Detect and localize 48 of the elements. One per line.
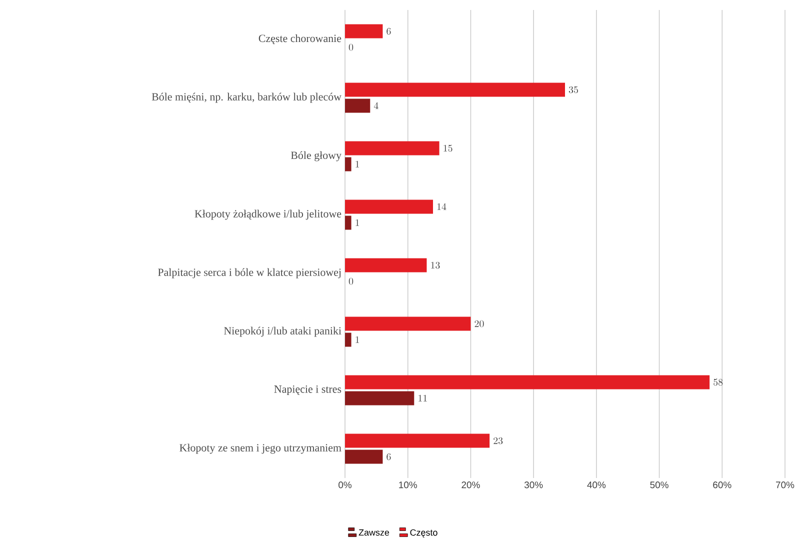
y-tick-label: Niepokój i/lub ataki paniki — [224, 326, 342, 337]
y-tick-label: Kłopoty żołądkowe i/lub jelitowe — [194, 210, 342, 220]
bar — [345, 375, 710, 390]
data-label: 58 — [714, 378, 723, 386]
x-tick-label: 60% — [713, 481, 732, 488]
y-tick-label: Częste chorowanie — [258, 34, 342, 44]
data-label: 14 — [437, 203, 446, 210]
bar — [345, 258, 427, 272]
data-label: 11 — [418, 394, 427, 402]
bar — [345, 98, 370, 113]
data-label: 23 — [494, 437, 503, 444]
x-tick-label: 20% — [462, 481, 480, 488]
data-label: 1 — [356, 219, 359, 226]
bar — [345, 82, 566, 97]
bar — [345, 157, 352, 172]
bar — [345, 200, 434, 214]
data-label: 0 — [348, 278, 354, 285]
y-tick-label: Bóle mięśni, np. karku, barków lub pleców — [152, 92, 342, 103]
data-label: 1 — [356, 160, 359, 168]
x-tick-label: 0% — [338, 481, 352, 488]
x-tick-label: 70% — [776, 481, 794, 488]
legend-label: Często — [410, 529, 438, 538]
bar — [345, 316, 471, 331]
y-tick-label: Palpitacje serca i bóle w klatce piersiowej — [158, 268, 341, 278]
x-tick-label: 10% — [399, 481, 417, 488]
x-tick-label: 50% — [650, 481, 668, 488]
data-label: 1 — [356, 336, 359, 343]
data-label: 0 — [348, 44, 354, 51]
legend-label: Zawsze — [358, 529, 390, 536]
bar — [345, 450, 383, 464]
bar — [345, 141, 440, 156]
y-tick-label: Napięcie i stres — [274, 385, 342, 396]
y-tick-label: Bóle głowy — [290, 151, 342, 162]
bar — [345, 434, 490, 448]
x-tick-label: 40% — [587, 481, 606, 488]
data-label: 35 — [568, 86, 578, 94]
data-label: 20 — [474, 320, 484, 328]
bar — [345, 391, 414, 406]
y-tick-label: Kłopoty ze snem i jego utrzymaniem — [180, 444, 342, 454]
x-tick-label: 30% — [524, 481, 543, 488]
data-label: 6 — [386, 453, 391, 460]
data-label: 15 — [444, 144, 452, 152]
data-label: 13 — [431, 262, 440, 269]
data-label: 6 — [386, 28, 391, 35]
data-label: 4 — [374, 102, 378, 109]
bar — [345, 332, 352, 347]
bar — [345, 24, 383, 38]
bar — [345, 216, 352, 230]
